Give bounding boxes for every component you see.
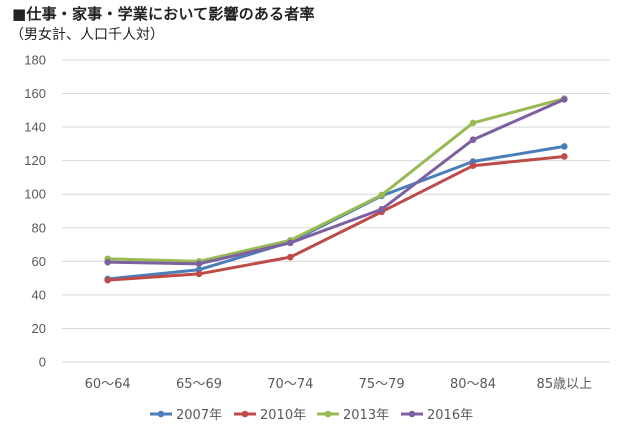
data-point xyxy=(469,162,477,169)
legend: 2007年 2010年 2013年 2016年 xyxy=(150,408,473,423)
series-line xyxy=(106,97,566,263)
chart-title: ■仕事・家事・学業において影響のある者率 xyxy=(12,5,315,23)
data-point xyxy=(195,260,203,268)
gridlines xyxy=(62,59,610,363)
x-category-label: 70〜74 xyxy=(267,377,313,392)
x-axis-ticks: 60〜64 65〜69 70〜74 75〜79 80〜84 85歳以上 xyxy=(85,377,592,392)
legend-item: 2007年 xyxy=(150,408,222,423)
data-point xyxy=(561,96,568,103)
y-tick-label: 180 xyxy=(24,53,46,68)
data-point xyxy=(469,119,477,127)
legend-swatch-marker xyxy=(324,410,332,418)
chart-subtitle: （男女計、人口千人対） xyxy=(10,27,164,43)
y-tick-label: 120 xyxy=(24,153,46,168)
y-tick-label: 140 xyxy=(24,120,46,135)
data-point xyxy=(195,270,203,278)
legend-swatch-marker xyxy=(241,410,249,418)
x-category-label: 85歳以上 xyxy=(537,377,593,392)
legend-label: 2007年 xyxy=(176,408,222,423)
series-lines xyxy=(104,95,568,284)
y-tick-label: 160 xyxy=(24,86,46,101)
series-line xyxy=(106,144,566,281)
legend-item: 2016年 xyxy=(401,408,473,423)
legend-label: 2010年 xyxy=(260,408,306,423)
legend-swatch-marker xyxy=(408,410,416,418)
series-3 xyxy=(104,95,568,265)
y-tick-label: 40 xyxy=(32,287,46,302)
legend-item: 2013年 xyxy=(317,408,389,423)
legend-swatch-marker xyxy=(157,410,165,418)
y-tick-label: 80 xyxy=(32,220,46,235)
x-category-label: 80〜84 xyxy=(450,377,496,392)
data-point xyxy=(378,191,385,199)
y-tick-label: 60 xyxy=(32,254,46,269)
x-category-label: 75〜79 xyxy=(359,377,405,392)
legend-label: 2016年 xyxy=(427,408,473,423)
y-tick-label: 20 xyxy=(32,321,46,336)
y-tick-label: 0 xyxy=(39,355,46,370)
series-line xyxy=(106,154,566,282)
data-point xyxy=(104,258,111,266)
data-point xyxy=(287,253,294,261)
data-point xyxy=(378,206,385,213)
legend-item: 2010年 xyxy=(234,408,306,423)
y-tick-label: 100 xyxy=(24,187,46,202)
x-category-label: 60〜64 xyxy=(85,377,131,392)
series-4 xyxy=(104,96,568,268)
x-category-label: 65〜69 xyxy=(176,377,222,392)
y-axis-ticks: 0 20 40 60 80 100 120 140 160 180 xyxy=(24,53,46,370)
data-point xyxy=(469,136,477,143)
data-point xyxy=(104,276,111,284)
data-point xyxy=(287,239,294,247)
series-line xyxy=(106,97,566,266)
data-point xyxy=(561,143,568,150)
data-point xyxy=(561,153,568,160)
legend-label: 2013年 xyxy=(343,408,389,423)
